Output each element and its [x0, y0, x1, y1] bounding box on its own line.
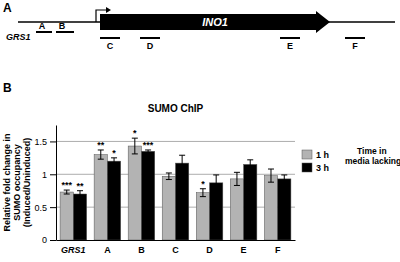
- x-tick: C: [172, 240, 179, 255]
- bar: [128, 146, 141, 240]
- legend-title-line: Time in: [357, 146, 387, 156]
- y-axis-title: Relative fold change inSUMO occupancy(In…: [2, 133, 32, 231]
- significance-label: ***: [143, 140, 154, 150]
- error-bar: [145, 150, 151, 153]
- region-label: C: [107, 41, 114, 51]
- region-bar: [345, 37, 365, 39]
- legend-label: 1 h: [316, 150, 329, 160]
- error-bar: [200, 189, 206, 197]
- figure: AINO1GRS1ABCDEFBSUMO ChIP*************00…: [0, 0, 400, 262]
- bar: [278, 179, 291, 240]
- chart-title: SUMO ChIP: [148, 103, 204, 114]
- bar: [196, 193, 209, 240]
- bar: [230, 179, 243, 240]
- error-bar: [166, 173, 172, 180]
- error-bar: [213, 175, 219, 191]
- region-label: B: [59, 21, 66, 31]
- error-bar: [268, 169, 274, 182]
- region-bar: [56, 31, 74, 33]
- y-axis-title-line: Relative fold change in: [2, 133, 12, 231]
- significance-label: **: [97, 140, 105, 150]
- y-tick-label: 0.5: [34, 203, 47, 213]
- bar: [141, 151, 154, 240]
- bar: [210, 183, 223, 240]
- region-label: D: [147, 41, 154, 51]
- region-bar: [36, 31, 52, 33]
- x-tick: E: [241, 240, 247, 255]
- x-axis-line: [57, 240, 296, 241]
- bar: [73, 194, 86, 240]
- region-label: F: [352, 41, 358, 51]
- x-tick-label: E: [241, 245, 247, 255]
- region-label: A: [39, 21, 46, 31]
- legend-title-line: media lacking inositol: [345, 156, 400, 166]
- y-tick: 0: [42, 235, 56, 245]
- y-axis: 0 0.5 1 1.5: [34, 126, 56, 246]
- region-label: E: [287, 41, 293, 51]
- legend-swatch: [302, 163, 312, 172]
- y-tick-mark: [50, 174, 56, 175]
- x-tick: F: [275, 240, 281, 255]
- significance-label: ***: [61, 180, 72, 190]
- y-axis-title-line: SUMO occupancy: [12, 144, 22, 221]
- panel-label: B: [3, 81, 12, 95]
- plot-area: [60, 138, 291, 240]
- legend: 1 h 3 h Time inmedia lacking inositol: [302, 146, 400, 173]
- y-tick-label: 1: [42, 170, 47, 180]
- x-tick-label: A: [104, 245, 111, 255]
- bar: [244, 164, 257, 240]
- y-axis-line: [56, 126, 57, 241]
- error-bar: [77, 191, 83, 198]
- error-bar: [98, 150, 104, 159]
- y-tick-label: 1.5: [34, 137, 47, 147]
- panel-label: A: [3, 1, 12, 15]
- grid-line: [56, 141, 295, 142]
- x-tick: B: [138, 240, 145, 255]
- y-tick-label: 0: [42, 235, 47, 245]
- region-bar: [280, 37, 300, 39]
- x-tick: A: [104, 240, 111, 255]
- neighbor-gene-label: GRS1: [6, 32, 31, 42]
- x-axis: GRS1 A B C D E F: [57, 240, 296, 255]
- gene-arrow: [100, 11, 330, 33]
- significance-label: *: [201, 179, 205, 189]
- x-tick: D: [206, 240, 213, 255]
- x-tick-label: B: [138, 245, 145, 255]
- x-tick-label: D: [206, 245, 213, 255]
- x-tick-label: F: [275, 245, 281, 255]
- x-tick-label: C: [172, 245, 179, 255]
- bar: [60, 192, 73, 240]
- y-tick-mark: [50, 240, 56, 241]
- error-bar: [179, 155, 185, 171]
- y-tick: 0.5: [34, 203, 56, 213]
- y-tick-mark: [50, 141, 56, 142]
- bar: [107, 161, 120, 240]
- error-bar: [64, 190, 70, 194]
- bar: [94, 155, 107, 240]
- x-tick-label: GRS1: [61, 245, 86, 255]
- bar: [264, 176, 277, 240]
- y-tick: 1.5: [34, 137, 56, 147]
- region-bar: [140, 37, 160, 39]
- gene-label: INO1: [202, 16, 228, 28]
- y-axis-title-line: (Induced/Uninduced): [22, 138, 32, 228]
- significance-label: **: [76, 181, 84, 191]
- promoter-arrowhead: [106, 7, 111, 13]
- error-bar: [281, 175, 287, 183]
- significance-label: *: [112, 148, 116, 158]
- legend-swatch: [302, 150, 312, 159]
- y-tick: 1: [42, 170, 56, 180]
- bar: [162, 176, 175, 240]
- x-tick: GRS1: [61, 240, 86, 255]
- legend-title: Time inmedia lacking inositol: [345, 146, 400, 166]
- region-bar: [100, 37, 120, 39]
- significance-label: *: [133, 128, 137, 138]
- error-bar: [247, 160, 253, 169]
- error-bar: [234, 172, 240, 185]
- bar: [176, 163, 189, 240]
- error-bar: [111, 158, 117, 165]
- y-tick-mark: [50, 207, 56, 208]
- legend-label: 3 h: [316, 163, 329, 173]
- error-bar: [132, 138, 138, 154]
